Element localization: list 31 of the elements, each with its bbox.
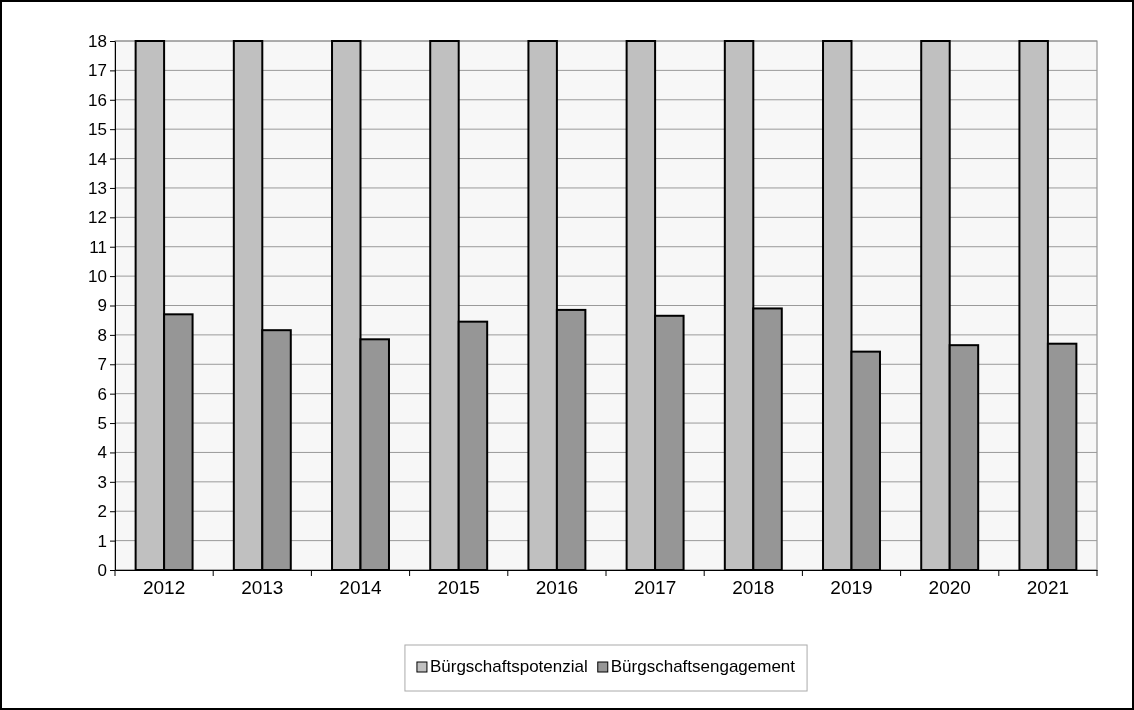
y-tick-label: 0 xyxy=(97,560,107,580)
y-tick-label: 15 xyxy=(88,120,107,140)
x-tick-label: 2012 xyxy=(142,576,186,598)
legend-label: Bürgschaftsengagement xyxy=(610,657,796,676)
y-tick-label: 14 xyxy=(88,149,107,169)
y-tick-label: 16 xyxy=(88,90,107,110)
x-tick-label: 2014 xyxy=(339,576,383,598)
x-tick-label: 2015 xyxy=(437,576,480,598)
y-tick-label: 13 xyxy=(88,178,107,198)
y-tick-label: 5 xyxy=(97,414,107,433)
legend-label: Bürgschaftspotenzial xyxy=(429,657,588,676)
y-tick-label: 3 xyxy=(97,472,107,492)
y-tick-label: 9 xyxy=(97,296,107,316)
x-tick-label: 2021 xyxy=(1026,576,1070,598)
x-tick-label: 2016 xyxy=(535,576,579,598)
x-tick-label: 2013 xyxy=(241,576,284,598)
x-tick-label: 2020 xyxy=(928,576,971,598)
y-tick-label: 7 xyxy=(97,355,107,375)
y-tick-label: 18 xyxy=(88,31,107,51)
y-tick-label: 8 xyxy=(97,325,107,345)
x-tick-label: 2019 xyxy=(830,576,873,598)
y-tick-label: 11 xyxy=(89,237,107,257)
y-tick-label: 2 xyxy=(97,502,107,522)
y-tick-label: 17 xyxy=(88,61,107,81)
y-tick-label: 1 xyxy=(97,531,107,551)
y-tick-label: 6 xyxy=(97,384,107,404)
y-tick-label: 10 xyxy=(88,267,107,287)
y-tick-label: 4 xyxy=(97,443,107,463)
y-tick-label: 12 xyxy=(88,208,107,228)
x-tick-label: 2018 xyxy=(732,576,775,598)
x-tick-label: 2017 xyxy=(633,576,677,598)
